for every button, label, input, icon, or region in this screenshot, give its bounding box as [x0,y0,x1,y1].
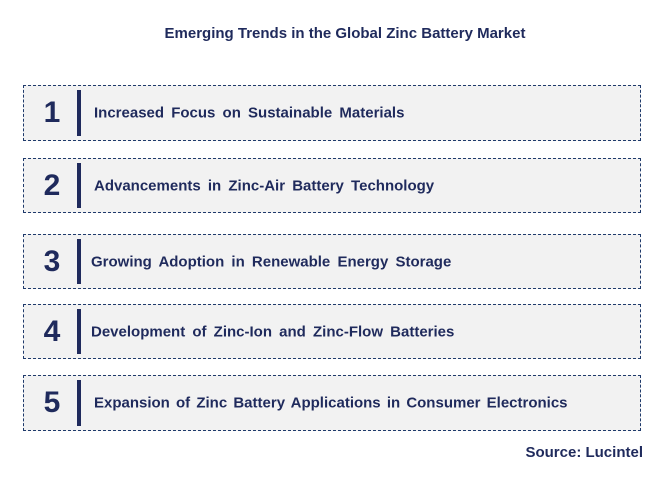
trend-box-2: 2 Advancements in Zinc-Air Battery Techn… [23,158,641,213]
trend-divider [77,90,81,136]
trend-label: Expansion of Zinc Battery Applications i… [94,394,568,412]
trend-number: 4 [43,314,61,348]
trend-box-3: 3 Growing Adoption in Renewable Energy S… [23,234,641,289]
trend-number: 1 [43,96,61,129]
trend-divider [77,380,81,426]
trend-box-4: 4 Development of Zinc-Ion and Zinc-Flow … [23,304,641,359]
trend-number: 2 [43,168,61,202]
trend-box-1: 1 Increased Focus on Sustainable Materia… [23,85,641,141]
trend-number: 3 [43,244,61,278]
source-label: Source: Lucintel [525,444,643,461]
diagram-title: Emerging Trends in the Global Zinc Batte… [164,25,526,42]
trend-number: 5 [43,386,61,419]
trend-label: Development of Zinc-Ion and Zinc-Flow Ba… [91,323,455,340]
trend-divider [77,239,81,284]
trend-box-5: 5 Expansion of Zinc Battery Applications… [23,375,641,431]
trend-divider [77,163,81,208]
trend-label: Growing Adoption in Renewable Energy Sto… [91,253,452,270]
trend-divider [77,309,81,354]
trend-label: Advancements in Zinc-Air Battery Technol… [94,177,435,194]
trend-label: Increased Focus on Sustainable Materials [94,104,405,122]
